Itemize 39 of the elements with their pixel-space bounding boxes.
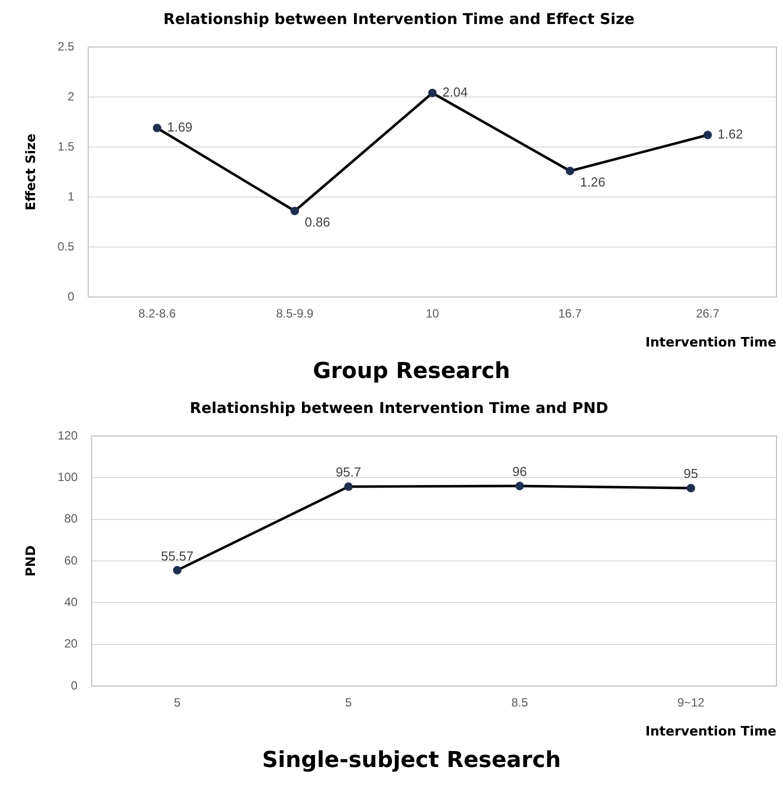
y-tick-label: 2.5 <box>58 39 75 54</box>
chart-title: Relationship between Intervention Time and PND <box>190 398 608 417</box>
x-axis-title: Intervention Time <box>645 724 777 740</box>
x-tick-label: 8.5-9.9 <box>276 306 314 321</box>
data-label: 55.57 <box>160 548 194 564</box>
y-tick-label: 40 <box>64 594 78 609</box>
x-tick-label: 5 <box>174 696 181 710</box>
x-tick-label: 8.2-8.6 <box>138 306 176 321</box>
x-tick-label: 8.5 <box>511 696 528 710</box>
y-tick-label: 1 <box>68 189 75 204</box>
y-tick-label: 2 <box>68 89 75 104</box>
y-tick-label: 120 <box>58 428 78 442</box>
y-axis-title: Effect Size <box>24 133 40 210</box>
y-tick-label: 60 <box>64 553 78 568</box>
data-label: 2.04 <box>442 84 468 100</box>
data-label: 95 <box>684 466 698 482</box>
x-tick-label: 9~12 <box>677 696 705 710</box>
x-tick-label: 26.7 <box>696 306 720 321</box>
y-tick-label: 0 <box>68 289 75 304</box>
data-label: 95.7 <box>336 464 362 480</box>
text: Single-subject Research <box>261 747 562 775</box>
y-tick-label: 80 <box>64 512 78 526</box>
x-tick-label: 5 <box>345 696 352 710</box>
y-tick-label: 0.5 <box>58 239 75 254</box>
y-tick-label: 100 <box>58 470 78 484</box>
data-label: 1.69 <box>167 120 192 135</box>
text: Group Research <box>312 358 512 386</box>
x-axis-title: Intervention Time <box>645 336 777 351</box>
y-tick-label: 1.5 <box>58 139 75 154</box>
data-label: 1.62 <box>718 126 743 142</box>
chart-title: Relationship between Intervention Time and Effect Size <box>163 10 635 28</box>
x-tick-label: 16.7 <box>558 306 582 321</box>
y-tick-label: 0 <box>70 678 78 692</box>
data-label: 0.86 <box>304 214 330 230</box>
data-label: 1.26 <box>580 174 606 190</box>
x-tick-label: 10 <box>426 306 440 321</box>
y-axis-title: PND <box>24 545 40 577</box>
y-tick-label: 20 <box>64 636 78 651</box>
data-label: 96 <box>512 464 527 480</box>
